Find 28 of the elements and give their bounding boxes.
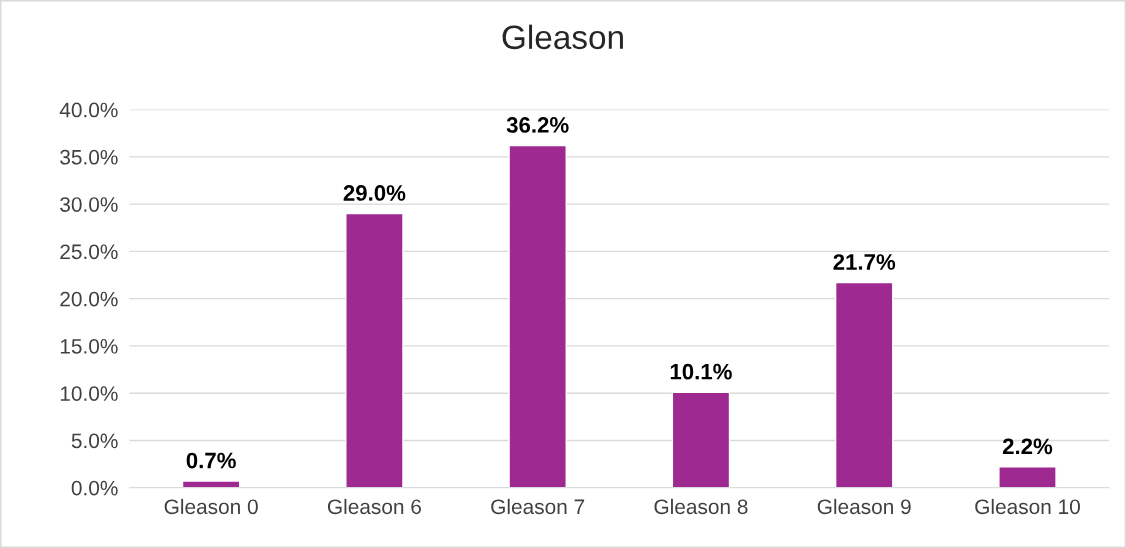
data-label: 36.2% (506, 117, 569, 133)
bar (181, 480, 241, 488)
x-tick-label: Gleason 6 (327, 498, 421, 515)
y-tick-label: 5.0% (71, 433, 118, 449)
y-tick-label: 20.0% (60, 291, 118, 307)
data-label: 0.7% (186, 452, 236, 469)
bar (998, 466, 1057, 488)
y-tick-label: 35.0% (60, 149, 118, 165)
y-tick-label: 0.0% (71, 480, 118, 496)
data-label: 2.2% (1002, 438, 1053, 455)
x-tick-label: Gleason 9 (817, 498, 911, 515)
chart-title: Gleason (502, 24, 623, 50)
data-label: 10.1% (670, 363, 732, 380)
bar (834, 281, 894, 488)
y-tick-label: 30.0% (60, 197, 118, 212)
y-tick-label: 40.0% (59, 102, 118, 118)
x-tick-label: Gleason 0 (164, 498, 258, 515)
bar (345, 212, 404, 488)
data-label: 21.7% (833, 254, 896, 270)
x-tick-label: Gleason 7 (491, 498, 585, 515)
y-tick-label: 25.0% (60, 244, 118, 260)
data-label: 29.0% (343, 185, 406, 201)
x-tick-label: Gleason 10 (975, 498, 1080, 515)
y-tick-label: 10.0% (60, 386, 118, 401)
bar (508, 144, 567, 488)
x-tick-label: Gleason 8 (654, 498, 748, 515)
y-tick-label: 15.0% (60, 338, 118, 354)
bar (671, 391, 731, 488)
